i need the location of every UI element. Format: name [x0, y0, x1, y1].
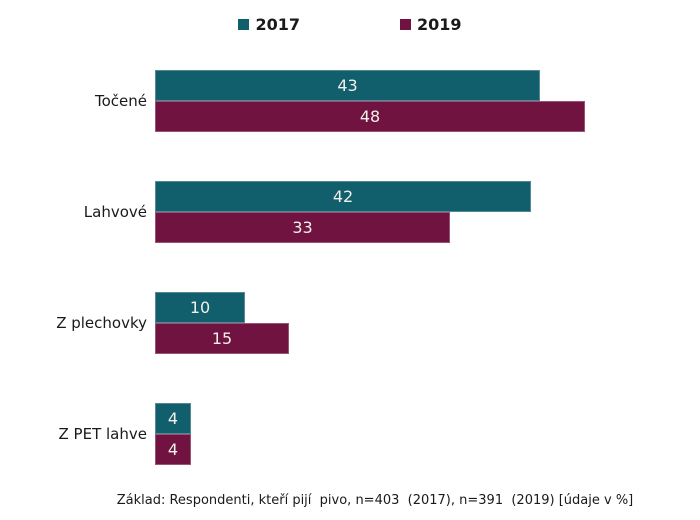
bar-chart-plot: Točené 43 48 Lahvové 42 33 Z plechovky 10 15 Z PE… — [0, 70, 700, 465]
bar-group: Točené 43 48 — [0, 70, 700, 132]
bar-group: Lahvové 42 33 — [0, 181, 700, 243]
legend-label: 2017 — [255, 15, 300, 34]
bar-pair: 42 33 — [155, 181, 655, 243]
category-label: Točené — [94, 92, 147, 110]
chart-footnote: Základ: Respondenti, kteří pijí pivo, n=… — [116, 493, 634, 508]
bar-value-label: 33 — [292, 217, 313, 237]
bar-value-label: 43 — [337, 75, 358, 95]
category-label: Z plechovky — [56, 314, 147, 332]
bar-value-label: 10 — [189, 297, 211, 317]
category-label: Lahvové — [83, 203, 147, 221]
bar-value-label: 42 — [332, 186, 354, 206]
bar-value-label: 48 — [359, 106, 381, 126]
bar-2017: 10 — [155, 292, 245, 323]
legend-swatch-icon — [238, 19, 250, 30]
bar-2019: 15 — [155, 323, 289, 354]
bar-pair: 43 48 — [155, 70, 655, 132]
bar-2017: 43 — [155, 70, 540, 101]
bar-2017: 42 — [155, 181, 531, 212]
bar-2017: 4 — [155, 403, 191, 434]
bar-value-label: 4 — [167, 408, 179, 428]
legend-item-2017: 2017 — [238, 15, 300, 34]
bar-group: Z PET lahve 4 4 — [0, 403, 700, 465]
bar-group: Z plechovky 10 15 — [0, 292, 700, 354]
bar-2019: 4 — [155, 434, 191, 465]
chart-legend: 2017 2019 — [0, 15, 700, 34]
bar-pair: 10 15 — [155, 292, 655, 354]
legend-label: 2019 — [417, 15, 462, 34]
legend-swatch-icon — [400, 19, 411, 30]
category-label: Z PET lahve — [58, 425, 147, 443]
bar-2019: 33 — [155, 212, 450, 243]
bar-2019: 48 — [155, 101, 585, 132]
bar-value-label: 4 — [167, 439, 179, 459]
legend-item-2019: 2019 — [400, 15, 462, 34]
bar-value-label: 15 — [211, 328, 233, 348]
